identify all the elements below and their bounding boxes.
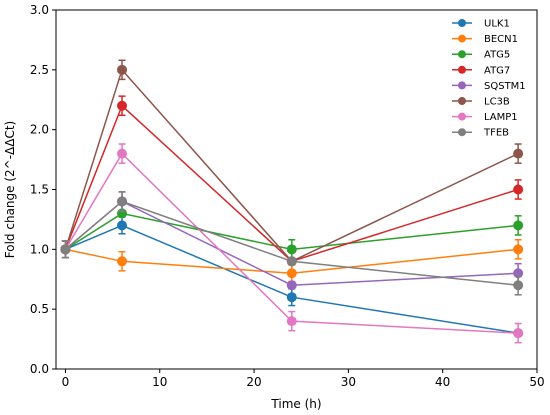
y-tick-label: 1.0 bbox=[30, 242, 49, 256]
legend-marker bbox=[458, 97, 466, 105]
legend-label: LAMP1 bbox=[484, 112, 518, 123]
legend-label: ULK1 bbox=[484, 19, 510, 30]
data-point bbox=[513, 148, 524, 159]
plot-area bbox=[60, 59, 524, 344]
y-axis: 0.0 0.5 1.0 1.5 2.0 2.5 3.0 bbox=[30, 3, 56, 376]
data-point bbox=[286, 316, 297, 327]
legend-marker bbox=[458, 81, 466, 90]
legend-item: ATG5 bbox=[452, 50, 510, 61]
legend: ULK1 BECN1 ATG5 ATG7 SQSTM1 LC3B LAMP1 TFEB bbox=[452, 19, 526, 139]
series-line bbox=[65, 248, 519, 275]
data-point bbox=[117, 256, 128, 267]
legend-item: LC3B bbox=[452, 97, 510, 108]
y-tick-label: 2.0 bbox=[30, 123, 49, 137]
data-point bbox=[286, 256, 297, 267]
legend-marker bbox=[458, 19, 466, 27]
data-point bbox=[286, 268, 297, 279]
series-tfeb bbox=[60, 191, 524, 296]
x-tick-label: 30 bbox=[341, 375, 356, 389]
x-axis-label: Time (h) bbox=[270, 397, 321, 411]
x-tick-label: 50 bbox=[529, 375, 544, 389]
legend-marker bbox=[458, 128, 466, 137]
data-point bbox=[286, 292, 297, 303]
legend-label: ATG5 bbox=[484, 50, 510, 61]
x-axis: 0 10 20 30 40 50 bbox=[62, 369, 545, 389]
legend-label: LC3B bbox=[484, 97, 510, 108]
data-point bbox=[286, 244, 297, 255]
legend-marker bbox=[458, 112, 466, 121]
y-tick-label: 3.0 bbox=[30, 3, 49, 17]
legend-marker bbox=[458, 65, 466, 74]
series-line bbox=[64, 152, 519, 334]
data-point bbox=[117, 220, 128, 231]
legend-marker bbox=[458, 34, 466, 43]
data-point bbox=[117, 100, 128, 111]
data-point bbox=[513, 220, 524, 231]
data-point bbox=[117, 148, 128, 159]
data-point bbox=[286, 280, 297, 291]
data-point bbox=[60, 244, 71, 255]
series-line bbox=[64, 104, 519, 263]
series-lc3b bbox=[60, 59, 524, 267]
y-tick-label: 0.0 bbox=[30, 362, 49, 376]
data-point bbox=[513, 280, 524, 291]
legend-item: BECN1 bbox=[452, 34, 518, 45]
series-atg5 bbox=[60, 208, 524, 260]
y-tick-label: 2.5 bbox=[30, 63, 49, 77]
legend-marker bbox=[458, 50, 466, 59]
data-point bbox=[117, 64, 128, 75]
y-axis-label: Fold change (2^-ΔΔCt) bbox=[3, 121, 17, 258]
x-tick-label: 10 bbox=[152, 375, 167, 389]
legend-item: LAMP1 bbox=[452, 112, 518, 123]
x-tick-label: 0 bbox=[62, 375, 70, 389]
legend-item: TFEB bbox=[452, 128, 509, 139]
series-line bbox=[64, 68, 519, 263]
series-line bbox=[64, 200, 519, 286]
legend-item: ATG7 bbox=[452, 65, 510, 76]
legend-label: ATG7 bbox=[484, 65, 510, 76]
x-tick-label: 20 bbox=[246, 375, 261, 389]
x-tick-label: 40 bbox=[435, 375, 450, 389]
legend-item: ULK1 bbox=[452, 19, 510, 30]
legend-item: SQSTM1 bbox=[452, 81, 526, 92]
data-point bbox=[513, 328, 524, 339]
data-point bbox=[117, 196, 128, 207]
plot-frame bbox=[55, 9, 538, 370]
legend-label: BECN1 bbox=[484, 34, 518, 45]
legend-label: TFEB bbox=[483, 128, 509, 139]
y-tick-label: 1.5 bbox=[30, 183, 49, 197]
legend-label: SQSTM1 bbox=[484, 81, 526, 92]
series-line bbox=[65, 224, 519, 334]
data-point bbox=[513, 244, 524, 255]
y-tick-label: 0.5 bbox=[30, 302, 49, 316]
data-point bbox=[513, 184, 524, 195]
